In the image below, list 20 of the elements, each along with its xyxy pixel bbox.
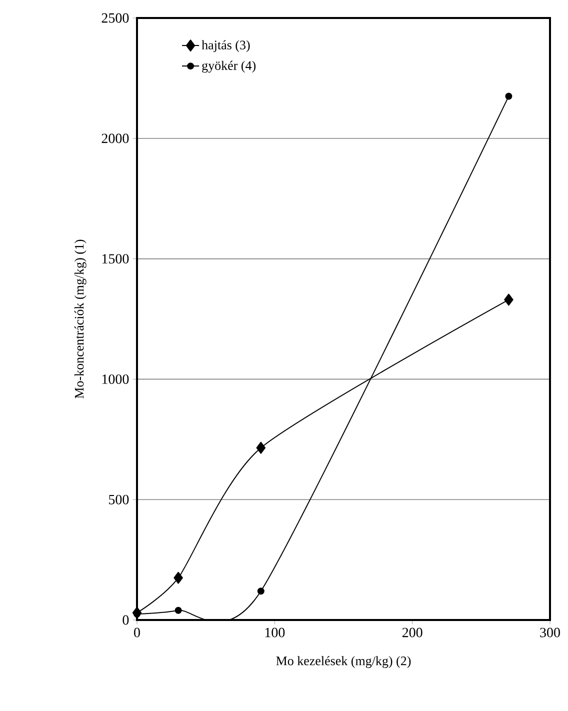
point [174, 572, 183, 584]
legend-label: hajtás (3) [202, 40, 250, 52]
y-tick-label: 0 [122, 615, 129, 625]
x-tick-label: 200 [402, 628, 422, 638]
y-tick-label: 1500 [102, 254, 129, 264]
y-tick-label: 500 [109, 494, 129, 504]
y-tick-label: 2000 [102, 134, 129, 144]
x-tick-label: 300 [540, 628, 560, 638]
point [257, 588, 264, 595]
x-tick-label: 100 [265, 628, 285, 638]
x-axis-title: Mo kezelések (mg/kg) (2) [276, 656, 411, 668]
point [256, 442, 266, 454]
point [505, 92, 512, 100]
x-tick-label: 0 [134, 628, 140, 638]
point [504, 294, 514, 306]
legend-label: gyökér (4) [202, 60, 256, 73]
y-axis-title: Mo-koncentrációk (mg/kg) (1) [74, 240, 86, 398]
point [174, 606, 182, 614]
y-tick-label: 2500 [102, 13, 129, 23]
y-tick-label: 1000 [102, 374, 129, 384]
